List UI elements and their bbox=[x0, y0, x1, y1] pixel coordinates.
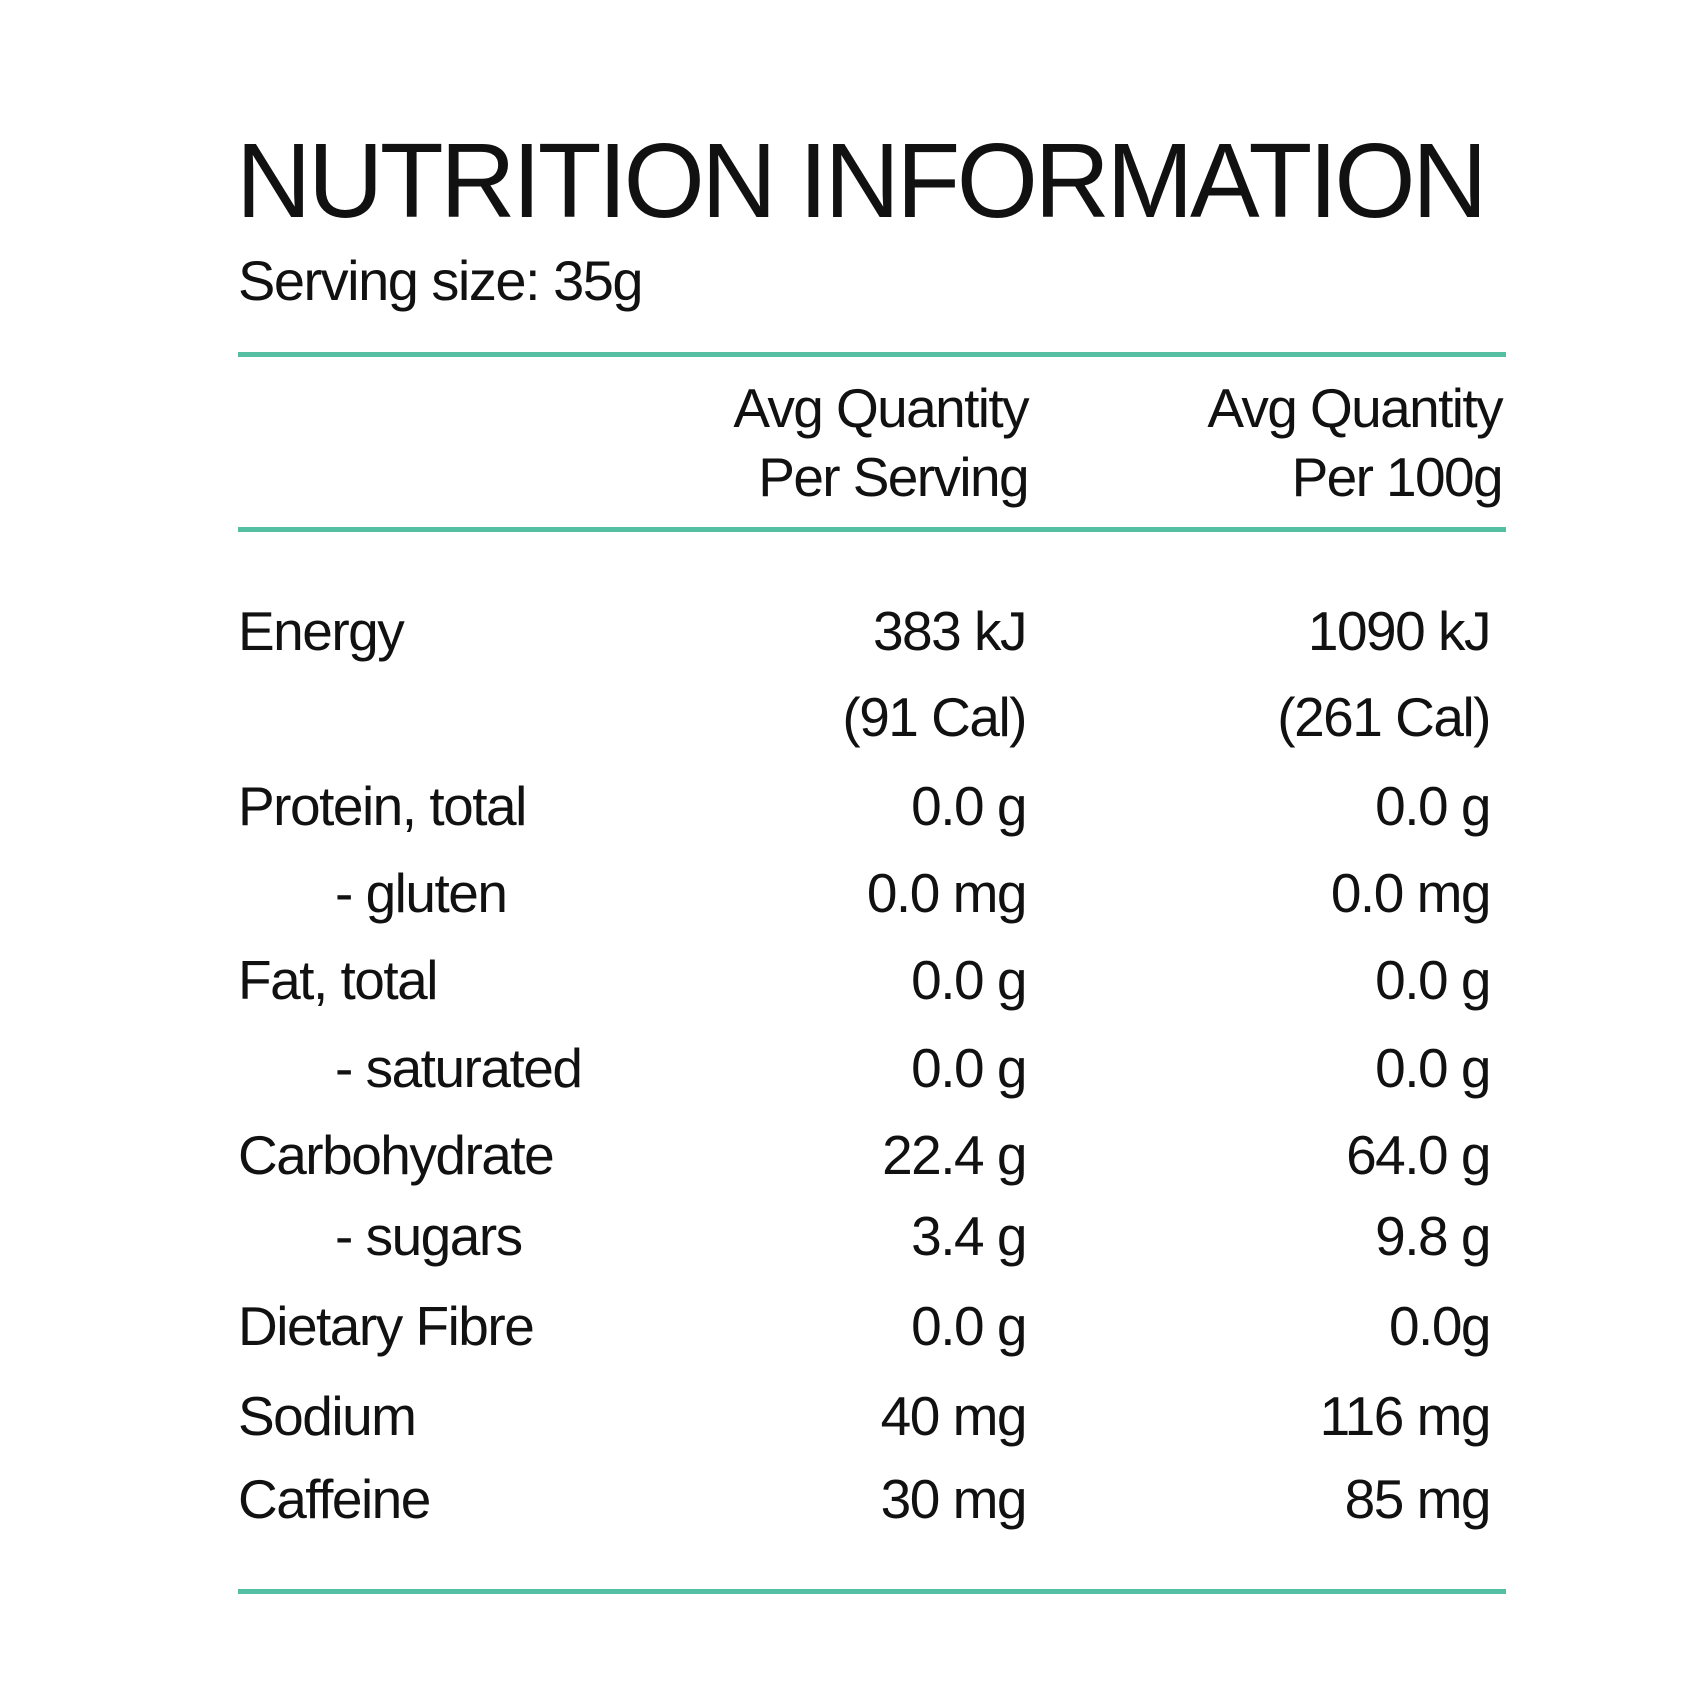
page-title: NUTRITION INFORMATION bbox=[236, 122, 1488, 240]
value-per-serving: 30 mg bbox=[880, 1468, 1028, 1530]
nutrient-name: Protein, total bbox=[238, 775, 527, 837]
nutrient-name: Fat, total bbox=[238, 949, 438, 1011]
value-per-serving: (91 Cal) bbox=[842, 686, 1027, 748]
value-per-100g: 85 mg bbox=[1344, 1468, 1492, 1530]
value-per-serving: 0.0 g bbox=[911, 1295, 1027, 1357]
value-per-serving: 3.4 g bbox=[911, 1205, 1027, 1267]
nutrient-name: Energy bbox=[238, 600, 405, 662]
nutrient-name: - saturated bbox=[335, 1037, 583, 1099]
value-per-serving: 40 mg bbox=[880, 1385, 1028, 1447]
table-row-energy-kj: Energy 383 kJ 1090 kJ bbox=[0, 601, 1701, 661]
column-header-per-serving: Avg Quantity Per Serving bbox=[733, 374, 1029, 512]
nutrient-name: - sugars bbox=[335, 1205, 523, 1267]
value-per-100g: 1090 kJ bbox=[1307, 600, 1492, 662]
table-row-sugars: - sugars 3.4 g 9.8 g bbox=[0, 1206, 1701, 1266]
table-row-carbohydrate: Carbohydrate 22.4 g 64.0 g bbox=[0, 1125, 1701, 1185]
table-row-protein: Protein, total 0.0 g 0.0 g bbox=[0, 776, 1701, 836]
value-per-serving: 0.0 g bbox=[911, 949, 1027, 1011]
value-per-100g: 0.0g bbox=[1388, 1295, 1492, 1357]
divider-header bbox=[238, 527, 1506, 532]
nutrient-name: Caffeine bbox=[238, 1468, 431, 1530]
value-per-100g: 0.0 g bbox=[1375, 775, 1491, 837]
value-per-100g: 0.0 mg bbox=[1330, 862, 1492, 924]
value-per-100g: 64.0 g bbox=[1346, 1124, 1491, 1186]
column-header-per-100g: Avg Quantity Per 100g bbox=[1207, 374, 1504, 512]
nutrient-name: Carbohydrate bbox=[238, 1124, 555, 1186]
table-row-dietary-fibre: Dietary Fibre 0.0 g 0.0g bbox=[0, 1296, 1701, 1356]
value-per-serving: 0.0 g bbox=[911, 1037, 1027, 1099]
table-row-fat: Fat, total 0.0 g 0.0 g bbox=[0, 950, 1701, 1010]
value-per-serving: 22.4 g bbox=[882, 1124, 1027, 1186]
table-row-gluten: - gluten 0.0 mg 0.0 mg bbox=[0, 863, 1701, 923]
column-header-line: Per Serving bbox=[758, 446, 1029, 508]
value-per-100g: 116 mg bbox=[1319, 1385, 1492, 1447]
table-row-saturated: - saturated 0.0 g 0.0 g bbox=[0, 1038, 1701, 1098]
table-row-energy-cal: (91 Cal) (261 Cal) bbox=[0, 687, 1701, 747]
value-per-100g: 0.0 g bbox=[1375, 1037, 1491, 1099]
column-header-line: Per 100g bbox=[1291, 446, 1504, 508]
serving-size: Serving size: 35g bbox=[238, 249, 644, 312]
column-header-line: Avg Quantity bbox=[733, 377, 1029, 439]
value-per-serving: 0.0 g bbox=[911, 775, 1027, 837]
nutrient-name: - gluten bbox=[335, 862, 508, 924]
nutrient-name: Dietary Fibre bbox=[238, 1295, 535, 1357]
value-per-100g: (261 Cal) bbox=[1277, 686, 1491, 748]
divider-top bbox=[238, 352, 1506, 357]
value-per-100g: 9.8 g bbox=[1375, 1205, 1491, 1267]
table-row-sodium: Sodium 40 mg 116 mg bbox=[0, 1386, 1701, 1446]
column-header-line: Avg Quantity bbox=[1207, 377, 1503, 439]
nutrient-name: Sodium bbox=[238, 1385, 417, 1447]
table-row-caffeine: Caffeine 30 mg 85 mg bbox=[0, 1469, 1701, 1529]
divider-bottom bbox=[238, 1589, 1506, 1594]
value-per-100g: 0.0 g bbox=[1375, 949, 1491, 1011]
value-per-serving: 383 kJ bbox=[872, 600, 1028, 662]
value-per-serving: 0.0 mg bbox=[866, 862, 1028, 924]
